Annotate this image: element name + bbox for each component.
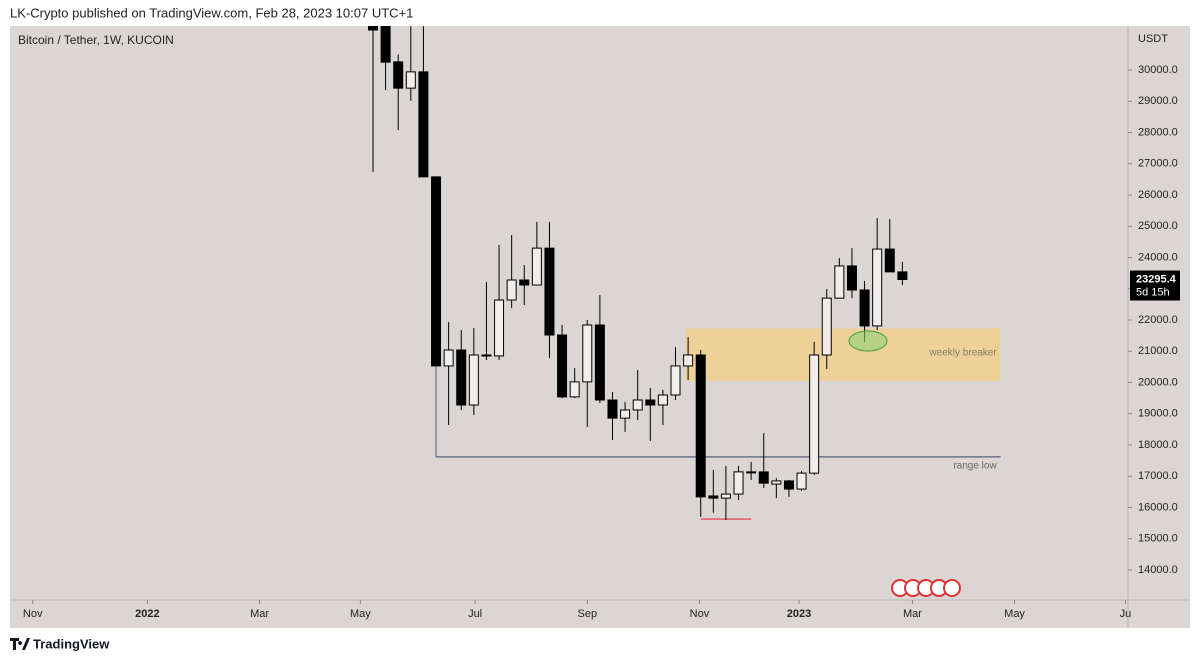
x-tick-label: Nov: [23, 608, 43, 620]
last-price-box: [1130, 270, 1180, 301]
x-tick-label: Mar: [250, 608, 269, 620]
x-tick-label: 2023: [787, 608, 811, 620]
flags: [891, 579, 961, 597]
candle-body: [519, 279, 530, 286]
candle-body: [872, 248, 883, 327]
countdown-label: 5d 15h: [1136, 286, 1170, 298]
y-tick-label: 15000.0: [1138, 533, 1178, 545]
candle-body: [859, 289, 870, 327]
candle-body: [569, 381, 580, 398]
y-tick-label: 27000.0: [1138, 158, 1178, 170]
candle-body: [708, 495, 719, 499]
plot-area: [368, 26, 1001, 520]
level-label: range low: [953, 461, 997, 472]
candle-body: [645, 399, 656, 406]
candle-body: [531, 247, 542, 286]
candle-body: [796, 472, 807, 490]
candle-body: [506, 279, 517, 301]
candle-body: [393, 61, 404, 89]
y-tick-label: 26000.0: [1138, 189, 1178, 201]
candle-body: [607, 399, 618, 419]
chart-title: Bitcoin / Tether, 1W, KUCOIN: [18, 33, 174, 47]
candle-body: [884, 248, 895, 273]
candle-body: [418, 71, 429, 178]
y-tick-label: 29000.0: [1138, 95, 1178, 107]
last-price-label: 23295.4: [1136, 273, 1177, 285]
x-tick-label: Mar: [903, 608, 922, 620]
y-axis-label: USDT: [1138, 33, 1168, 45]
brand-logo: [10, 638, 30, 650]
highlight-ellipse: [848, 330, 888, 352]
x-tick-label: Nov: [690, 608, 710, 620]
candle-body: [758, 471, 769, 484]
candle-body: [620, 409, 631, 419]
candle-body: [746, 471, 757, 474]
candle-body: [494, 299, 505, 357]
candle-body: [783, 480, 794, 490]
x-tick-label: 2022: [135, 608, 159, 620]
candle-body: [834, 265, 845, 299]
candle-body: [632, 399, 643, 411]
y-tick-label: 24000.0: [1138, 251, 1178, 263]
candle-body: [695, 354, 706, 498]
x-tick-label: May: [350, 608, 371, 620]
y-tick-label: 18000.0: [1138, 439, 1178, 451]
published-note: LK-Crypto published on TradingView.com, …: [10, 5, 413, 20]
candle-body: [594, 324, 605, 401]
candle-body: [431, 176, 442, 367]
y-tick-label: 19000.0: [1138, 408, 1178, 420]
y-tick-label: 20000.0: [1138, 376, 1178, 388]
candle-body: [481, 354, 492, 357]
y-tick-label: 14000.0: [1138, 564, 1178, 576]
logo-mark: [10, 638, 30, 650]
y-tick-label: 21000.0: [1138, 345, 1178, 357]
candle-body: [683, 354, 694, 367]
candle-body: [443, 349, 454, 367]
candle-body: [657, 394, 668, 406]
candle-body: [468, 354, 479, 406]
x-tick-label: May: [1004, 608, 1025, 620]
candle-body: [670, 365, 681, 396]
y-tick-label: 30000.0: [1138, 64, 1178, 76]
y-tick-label: 17000.0: [1138, 470, 1178, 482]
candle-body: [846, 265, 857, 291]
candle-body: [456, 349, 467, 406]
candle-body: [821, 297, 832, 356]
candle-body: [557, 334, 568, 398]
candle-body: [897, 271, 908, 281]
y-tick-label: 22000.0: [1138, 314, 1178, 326]
zone: [685, 328, 1001, 381]
x-tick-label: Ju: [1120, 608, 1132, 620]
candle-body: [368, 26, 379, 31]
y-tick-label: 28000.0: [1138, 126, 1178, 138]
candle-body: [582, 324, 593, 383]
candle-body: [405, 71, 416, 89]
x-tick-label: Jul: [468, 608, 482, 620]
brand-name: TradingView: [33, 636, 110, 651]
candle-body: [720, 493, 731, 499]
candle-body: [809, 354, 820, 474]
y-tick-label: 16000.0: [1138, 501, 1178, 513]
y-tick-label: 25000.0: [1138, 220, 1178, 232]
event-flag: [943, 579, 961, 597]
x-tick-label: Sep: [577, 608, 597, 620]
candle-body: [544, 247, 555, 336]
zone-label: weekly breaker: [928, 347, 997, 358]
candle-body: [733, 471, 744, 495]
candle-body: [380, 26, 391, 63]
candle-body: [771, 480, 782, 485]
